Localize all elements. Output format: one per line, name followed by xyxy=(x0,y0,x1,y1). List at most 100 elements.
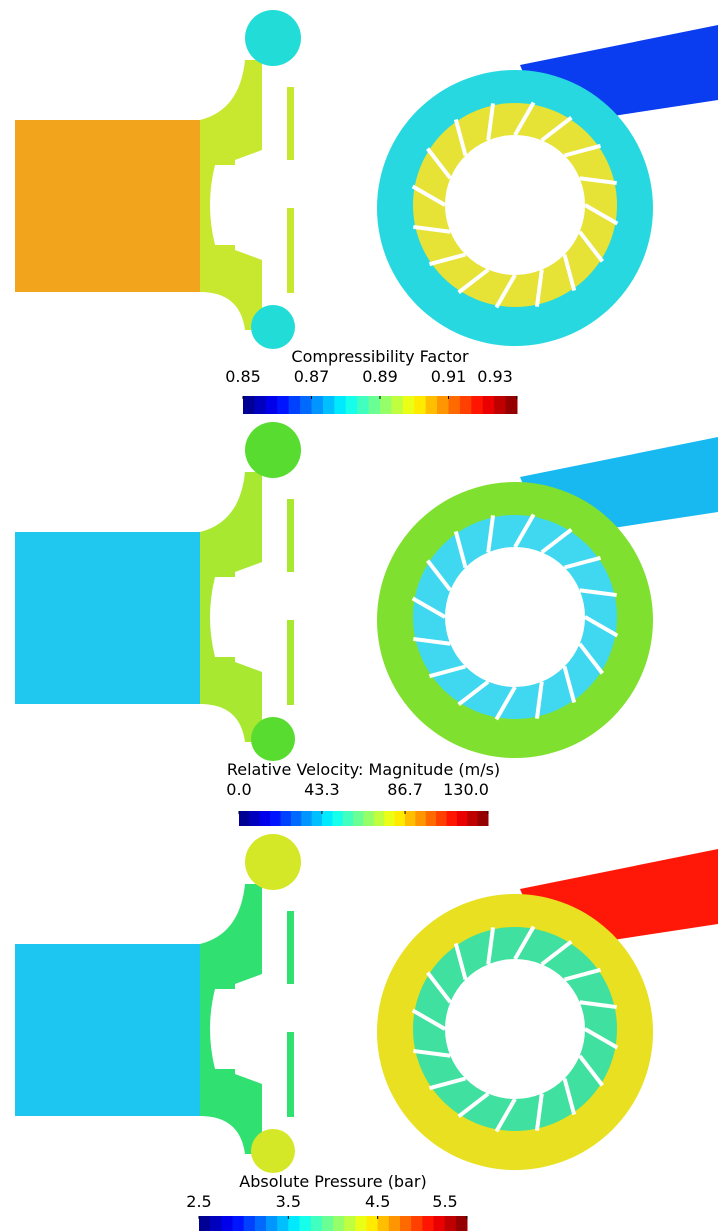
rotor-bore xyxy=(445,547,585,687)
colorbar-tick-label: 43.3 xyxy=(304,780,340,799)
colorbar-segment xyxy=(436,811,447,826)
blade xyxy=(584,615,619,638)
colorbar-segment xyxy=(405,811,416,826)
colorbar-segment xyxy=(422,1216,434,1231)
colorbar-segment xyxy=(299,1216,312,1231)
blade xyxy=(494,686,517,721)
colorbar-segment xyxy=(363,811,375,826)
colorbar-segment xyxy=(270,811,281,826)
colorbar-segment xyxy=(311,396,324,414)
colorbar-segment xyxy=(394,811,406,826)
blade xyxy=(457,680,490,706)
blade xyxy=(562,1077,577,1116)
colorbar-segment xyxy=(280,811,292,826)
hub-cut xyxy=(210,989,255,1069)
colorbar-title: Relative Velocity: Magnitude (m/s) xyxy=(227,760,500,779)
panel xyxy=(15,834,718,1173)
colorbar-segment xyxy=(259,811,271,826)
colorbar-segment xyxy=(455,1216,468,1231)
lower-port xyxy=(251,305,295,349)
colorbar-segment xyxy=(471,396,484,414)
hub-cut xyxy=(210,165,255,245)
colorbar-segment xyxy=(377,1216,390,1231)
colorbar-segment xyxy=(459,396,472,414)
colorbar-segment xyxy=(265,396,278,414)
colorbar-tick-label: 86.7 xyxy=(387,780,423,799)
blade xyxy=(584,1027,619,1050)
blade xyxy=(563,143,602,158)
blade xyxy=(411,596,446,619)
blade xyxy=(413,1048,451,1058)
blade xyxy=(584,203,619,226)
rotor-bore xyxy=(445,959,585,1099)
blade xyxy=(579,588,617,598)
blade xyxy=(426,559,452,592)
blade xyxy=(453,530,468,569)
panel xyxy=(15,422,718,761)
blade xyxy=(534,269,544,307)
colorbar-segment xyxy=(402,396,415,414)
blade xyxy=(494,1098,517,1133)
blade xyxy=(453,942,468,981)
colorbar-segment xyxy=(332,811,344,826)
blade xyxy=(563,555,602,570)
blade xyxy=(540,116,573,142)
colorbar-segment xyxy=(210,1216,222,1231)
colorbar-segment xyxy=(415,811,427,826)
blade xyxy=(413,636,451,646)
colorbar-segment xyxy=(199,1216,211,1231)
blade xyxy=(578,1054,604,1087)
colorbar-segment xyxy=(425,811,437,826)
colorbar-segment xyxy=(494,396,507,414)
colorbar-tick-label: 0.93 xyxy=(477,367,513,386)
colorbar-title: Compressibility Factor xyxy=(291,347,469,366)
colorbar-segment xyxy=(355,1216,367,1231)
colorbar-segment xyxy=(334,396,347,414)
colorbar-segment xyxy=(311,811,323,826)
panel xyxy=(15,10,718,349)
colorbar-segment xyxy=(357,396,370,414)
colorbar-tick-label: 5.5 xyxy=(432,1192,457,1211)
blade xyxy=(534,1093,544,1131)
colorbar-tick-label: 130.0 xyxy=(443,780,489,799)
blade xyxy=(494,274,517,309)
blade xyxy=(486,515,496,553)
inlet-duct xyxy=(15,532,235,704)
colorbar-segment xyxy=(249,811,261,826)
colorbar-segment xyxy=(448,396,461,414)
colorbar-segment xyxy=(232,1216,245,1231)
colorbar-segment xyxy=(243,396,255,414)
colorbar-segment xyxy=(277,396,290,414)
colorbar-segment xyxy=(388,1216,401,1231)
colorbar-tick-label: 2.5 xyxy=(186,1192,211,1211)
colorbar-segment xyxy=(322,811,333,826)
blade xyxy=(513,513,536,548)
upper-port xyxy=(245,422,301,478)
inlet-duct xyxy=(15,120,235,292)
blade xyxy=(411,1008,446,1031)
colorbar-segment xyxy=(380,396,392,414)
lower-port xyxy=(251,1129,295,1173)
blade xyxy=(540,940,573,966)
colorbar-tick-label: 3.5 xyxy=(276,1192,301,1211)
colorbar-segment xyxy=(321,1216,334,1231)
side-gap xyxy=(285,160,297,208)
colorbar-segment xyxy=(400,1216,412,1231)
blade xyxy=(457,1092,490,1118)
colorbar-title: Absolute Pressure (bar) xyxy=(239,1172,426,1191)
side-gap xyxy=(285,572,297,620)
colorbar-tick-label: 0.85 xyxy=(225,367,261,386)
blade xyxy=(579,176,617,186)
colorbar-segment xyxy=(239,811,250,826)
blade xyxy=(428,252,467,267)
blade xyxy=(563,967,602,982)
colorbar-segment xyxy=(221,1216,233,1231)
colorbar-segment xyxy=(391,396,404,414)
colorbar-segment xyxy=(477,811,489,826)
colorbar-segment xyxy=(433,1216,446,1231)
blade xyxy=(426,147,452,180)
colorbar-segment xyxy=(322,396,335,414)
blade xyxy=(486,103,496,141)
blade xyxy=(426,971,452,1004)
colorbar-segment xyxy=(366,1216,379,1231)
